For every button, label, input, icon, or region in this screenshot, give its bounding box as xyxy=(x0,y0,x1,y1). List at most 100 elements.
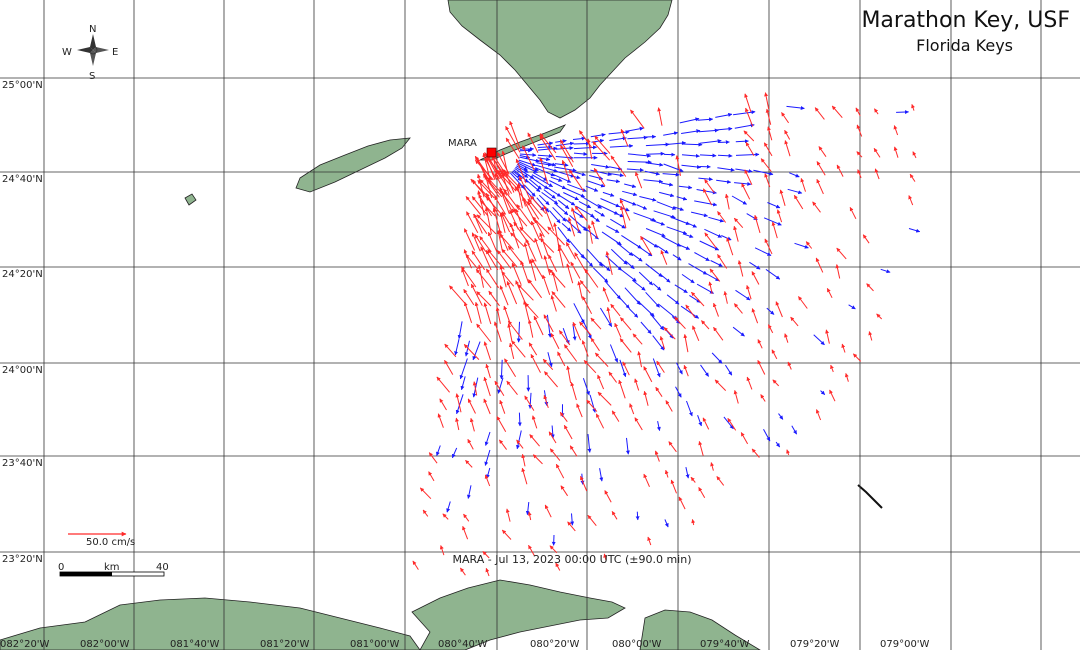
current-vector xyxy=(619,359,627,378)
current-vector xyxy=(498,229,509,251)
current-vector xyxy=(741,183,751,200)
current-vector xyxy=(663,141,686,146)
current-vector xyxy=(666,226,688,235)
current-vector xyxy=(455,394,464,415)
current-vector xyxy=(523,242,531,264)
current-vector xyxy=(656,245,669,254)
current-vector xyxy=(446,501,451,513)
current-vector xyxy=(543,205,555,231)
current-vector xyxy=(775,301,783,318)
current-vector xyxy=(576,403,583,418)
current-vector xyxy=(632,333,643,345)
current-vector xyxy=(485,196,503,216)
current-vector xyxy=(567,217,576,237)
current-vector xyxy=(501,529,512,540)
current-vector xyxy=(790,316,799,327)
current-vector xyxy=(519,226,535,243)
current-vector xyxy=(852,353,862,362)
lon-label: 080°00'W xyxy=(612,639,662,650)
current-vector xyxy=(654,450,660,462)
current-vector xyxy=(463,344,480,360)
current-vector xyxy=(529,434,540,447)
current-vector xyxy=(528,544,535,557)
current-vector xyxy=(541,191,559,205)
current-vector xyxy=(697,117,714,122)
current-vector xyxy=(909,173,916,182)
current-vector xyxy=(594,209,605,217)
current-vector xyxy=(586,399,598,412)
current-vector xyxy=(786,449,790,456)
current-vector xyxy=(495,306,501,324)
current-vector xyxy=(459,567,466,576)
current-vector xyxy=(551,271,559,292)
current-vector xyxy=(569,240,585,259)
current-vector xyxy=(558,330,571,346)
current-vector xyxy=(494,380,505,396)
current-vector xyxy=(679,117,700,124)
current-vector xyxy=(550,295,557,312)
current-vector xyxy=(627,160,652,165)
current-vector xyxy=(539,135,556,161)
current-vector xyxy=(820,390,826,395)
current-vector xyxy=(559,411,568,423)
current-vector xyxy=(567,521,576,532)
current-vector xyxy=(649,219,665,226)
current-vector xyxy=(640,321,652,335)
current-vector xyxy=(751,308,759,324)
current-vector xyxy=(793,194,804,210)
current-vector xyxy=(771,349,778,360)
current-vector xyxy=(583,360,597,374)
current-vector xyxy=(701,320,710,330)
current-vector xyxy=(616,294,630,309)
current-vector xyxy=(702,188,713,206)
current-vector xyxy=(764,173,771,188)
current-vector xyxy=(674,284,688,294)
lat-label: 24°20'N xyxy=(2,269,43,280)
current-vector xyxy=(911,104,915,111)
lon-label: 082°20'W xyxy=(0,639,50,650)
current-vector xyxy=(766,307,775,315)
current-vector xyxy=(825,329,830,344)
current-vector xyxy=(581,196,602,209)
current-vector xyxy=(652,283,662,291)
current-vector xyxy=(704,179,715,194)
current-vector xyxy=(595,413,605,429)
current-vector xyxy=(518,161,539,172)
current-vector xyxy=(626,126,644,132)
current-vector xyxy=(483,398,491,415)
current-vector xyxy=(530,195,547,215)
current-vector xyxy=(800,178,806,192)
current-vector xyxy=(636,244,653,257)
current-vector xyxy=(844,373,849,382)
current-vector xyxy=(470,178,490,199)
current-vector xyxy=(505,137,520,159)
current-vector xyxy=(551,173,572,183)
current-vector xyxy=(873,147,881,158)
current-vector xyxy=(581,318,592,340)
current-vector xyxy=(485,250,499,271)
current-vector xyxy=(537,144,553,149)
current-vector xyxy=(570,261,581,279)
lat-label: 23°40'N xyxy=(2,458,43,469)
current-vector xyxy=(643,366,653,383)
current-vector xyxy=(735,152,760,157)
current-vector xyxy=(555,146,574,151)
current-vector xyxy=(524,302,539,319)
current-vector xyxy=(480,246,492,271)
current-vector xyxy=(509,222,520,249)
current-vector xyxy=(716,126,733,131)
current-vector xyxy=(499,265,507,288)
current-vector xyxy=(516,321,521,343)
current-vector xyxy=(539,157,549,184)
current-vector xyxy=(775,441,781,448)
current-vector xyxy=(575,205,595,218)
current-vector xyxy=(570,513,575,526)
current-vector xyxy=(683,364,689,377)
current-vector xyxy=(463,249,472,269)
current-vector xyxy=(698,441,704,456)
current-vector xyxy=(503,305,511,324)
current-vector xyxy=(589,394,597,413)
current-vector xyxy=(572,323,577,341)
current-vector xyxy=(616,242,634,256)
current-vector xyxy=(630,252,643,262)
